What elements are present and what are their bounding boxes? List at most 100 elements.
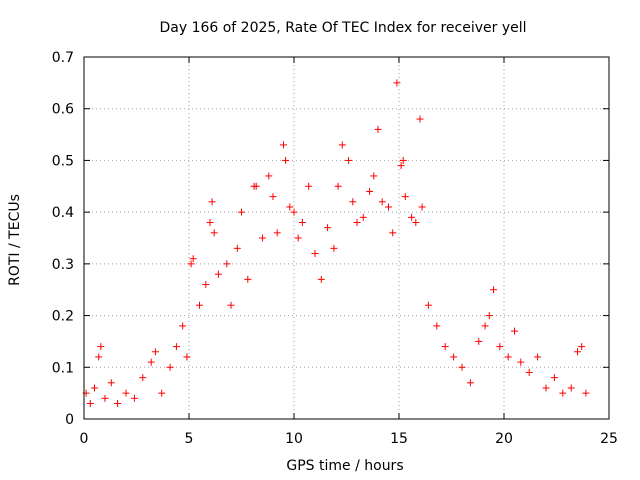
data-point — [408, 213, 416, 221]
data-point — [389, 229, 397, 237]
data-point — [223, 260, 231, 268]
data-point — [349, 198, 357, 206]
data-point — [298, 218, 306, 226]
data-point — [393, 79, 401, 87]
x-axis: 0 5 10 15 20 25 — [80, 57, 618, 447]
y-axis-label: ROTI / TECUs — [7, 194, 23, 286]
data-point — [244, 275, 252, 283]
data-point — [374, 125, 382, 133]
x-tick-label: 10 — [285, 431, 303, 447]
data-point — [294, 234, 302, 242]
data-point — [424, 301, 432, 309]
data-point — [550, 374, 558, 382]
data-point — [151, 348, 159, 356]
x-axis-label: GPS time / hours — [286, 458, 403, 474]
data-point — [206, 218, 214, 226]
data-point — [166, 363, 174, 371]
data-point — [286, 203, 294, 211]
data-point — [147, 358, 155, 366]
data-point — [317, 275, 325, 283]
data-point — [345, 156, 353, 164]
data-point — [269, 193, 277, 201]
data-point — [183, 353, 191, 361]
data-point — [210, 229, 218, 237]
data-point — [399, 156, 407, 164]
x-tick-label: 0 — [80, 431, 89, 447]
y-tick-label: 0 — [65, 412, 74, 428]
data-point — [305, 182, 313, 190]
data-point — [311, 250, 319, 258]
plot-frame — [83, 56, 610, 420]
data-point — [481, 322, 489, 330]
data-point — [416, 115, 424, 123]
data-point — [490, 286, 497, 294]
grid-lines — [84, 57, 609, 419]
y-axis: 0 0.1 0.2 0.3 0.4 0.5 0.6 0.7 — [52, 50, 609, 428]
data-point — [187, 260, 195, 268]
data-points — [82, 79, 590, 407]
x-tick-label: 25 — [600, 431, 618, 447]
data-point — [139, 374, 147, 382]
data-point — [366, 187, 374, 195]
data-point — [95, 353, 103, 361]
y-tick-label: 0.6 — [52, 102, 74, 118]
data-point — [441, 343, 449, 351]
data-point — [179, 322, 187, 330]
data-point — [214, 270, 222, 278]
data-point — [259, 234, 266, 242]
y-tick-label: 0.3 — [52, 257, 74, 273]
data-point — [401, 193, 409, 201]
data-point — [233, 244, 241, 252]
y-tick-label: 0.5 — [52, 153, 74, 169]
data-point — [189, 255, 197, 263]
data-point — [385, 203, 392, 211]
data-point — [86, 399, 94, 407]
data-point — [582, 389, 590, 397]
data-point — [265, 172, 273, 180]
data-point — [273, 229, 281, 237]
y-tick-label: 0.7 — [52, 50, 74, 66]
data-point — [196, 301, 203, 309]
chart-title: Day 166 of 2025, Rate Of TEC Index for r… — [159, 20, 526, 36]
data-point — [208, 198, 216, 206]
data-point — [517, 358, 525, 366]
data-point — [122, 389, 130, 397]
data-point — [450, 353, 458, 361]
data-point — [511, 327, 518, 335]
x-tick-label: 20 — [495, 431, 513, 447]
data-point — [238, 208, 245, 216]
data-point — [101, 394, 109, 402]
data-point — [114, 399, 122, 407]
data-point — [496, 343, 504, 351]
data-point — [378, 198, 386, 206]
data-point — [433, 322, 441, 330]
data-point — [525, 368, 533, 376]
data-point — [542, 384, 550, 392]
data-point — [91, 384, 98, 392]
y-tick-label: 0.1 — [52, 360, 74, 376]
data-point — [458, 363, 466, 371]
data-point — [334, 182, 342, 190]
data-point — [338, 141, 346, 149]
data-point — [567, 384, 575, 392]
data-point — [578, 343, 586, 351]
data-point — [370, 172, 378, 180]
data-point — [418, 203, 426, 211]
data-point — [107, 379, 115, 387]
data-point — [158, 389, 166, 397]
data-point — [353, 218, 361, 226]
data-point — [397, 162, 405, 170]
data-point — [359, 213, 367, 221]
data-point — [282, 156, 290, 164]
data-point — [324, 224, 332, 232]
data-point — [475, 337, 483, 345]
y-tick-label: 0.4 — [52, 205, 74, 221]
x-tick-label: 15 — [390, 431, 408, 447]
data-point — [559, 389, 567, 397]
x-tick-label: 5 — [185, 431, 194, 447]
data-point — [534, 353, 542, 361]
data-point — [202, 281, 210, 289]
data-point — [330, 244, 338, 252]
data-point — [504, 353, 512, 361]
